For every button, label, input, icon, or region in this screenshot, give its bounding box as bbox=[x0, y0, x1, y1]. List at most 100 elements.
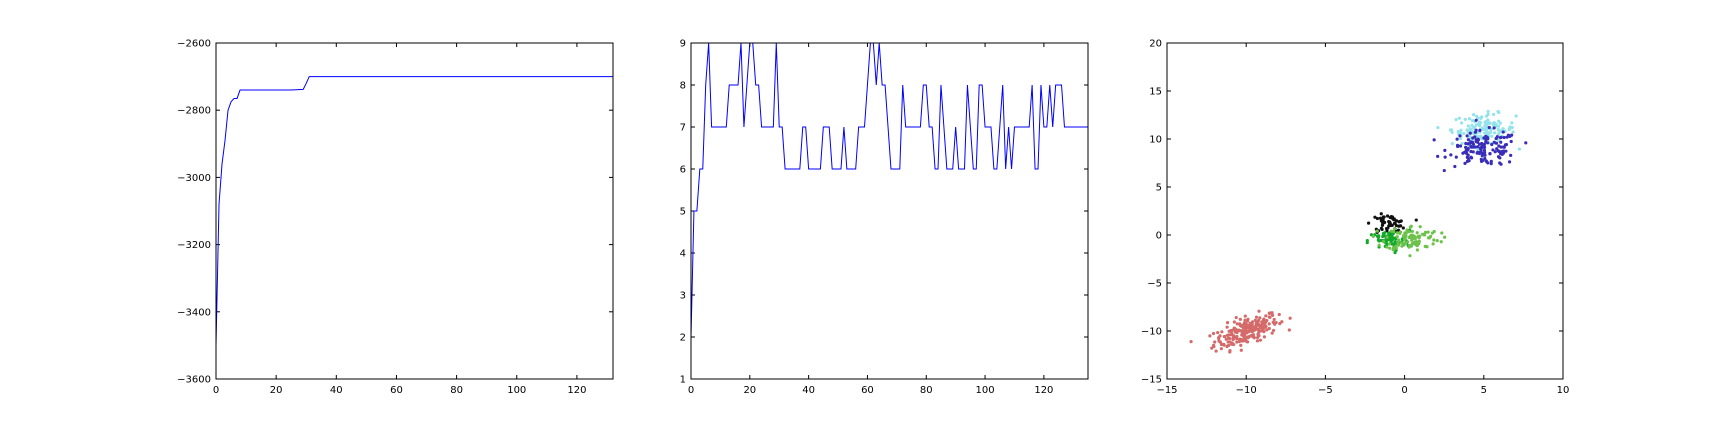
scatter-point bbox=[1217, 336, 1221, 340]
scatter-point bbox=[1242, 335, 1246, 339]
scatter-point bbox=[1460, 141, 1464, 145]
scatter-point bbox=[1267, 315, 1271, 319]
scatter-point bbox=[1231, 337, 1235, 341]
y-tick-label: −3200 bbox=[177, 240, 211, 251]
scatter-point bbox=[1245, 335, 1249, 339]
scatter-point bbox=[1225, 333, 1229, 337]
y-tick-label: 20 bbox=[1149, 39, 1162, 50]
scatter-point bbox=[1395, 235, 1399, 239]
scatter-point bbox=[1373, 215, 1377, 219]
scatter-point bbox=[1250, 333, 1254, 337]
scatter-point bbox=[1388, 246, 1392, 250]
y-tick-label: −15 bbox=[1141, 375, 1162, 386]
scatter-point bbox=[1458, 134, 1462, 138]
scatter-point bbox=[1482, 142, 1486, 146]
scatter-point bbox=[1245, 319, 1250, 323]
scatter-point bbox=[1235, 322, 1239, 326]
y-tick-label: −3400 bbox=[177, 307, 211, 318]
scatter-point bbox=[1208, 334, 1212, 338]
scatter-point bbox=[1403, 236, 1407, 240]
scatter-point bbox=[1479, 142, 1484, 146]
scatter-point bbox=[1272, 328, 1276, 333]
scatter-point bbox=[1443, 148, 1447, 152]
scatter-point bbox=[1460, 121, 1464, 125]
scatter-point bbox=[1416, 234, 1420, 238]
scatter-point bbox=[1431, 242, 1435, 246]
scatter-point bbox=[1288, 316, 1292, 320]
scatter-point bbox=[1484, 119, 1488, 124]
scatter-point bbox=[1241, 324, 1246, 328]
scatter-point bbox=[1436, 125, 1440, 130]
scatter-point bbox=[1385, 235, 1389, 239]
scatter-point bbox=[1398, 231, 1402, 235]
scatter-point bbox=[1264, 320, 1268, 324]
scatter-point bbox=[1365, 241, 1369, 245]
scatter-point bbox=[1392, 218, 1396, 222]
scatter-point bbox=[1258, 338, 1263, 342]
scatter-point bbox=[1495, 147, 1499, 151]
scatter-point bbox=[1375, 216, 1380, 221]
scatter-point bbox=[1227, 336, 1232, 341]
scatter-point bbox=[1471, 136, 1475, 140]
scatter-point bbox=[1210, 346, 1214, 350]
scatter-point bbox=[1251, 326, 1255, 330]
scatter-point bbox=[1449, 153, 1453, 157]
scatter-point bbox=[1509, 153, 1513, 157]
scatter-point bbox=[1377, 243, 1381, 247]
scatter-point bbox=[1450, 130, 1454, 134]
scatter-point bbox=[1492, 131, 1497, 135]
scatter-point bbox=[1389, 239, 1393, 244]
scatter-point bbox=[1371, 234, 1375, 239]
scatter-point bbox=[1394, 246, 1398, 250]
scatter-point bbox=[1234, 315, 1238, 320]
scatter-point bbox=[1489, 159, 1493, 163]
scatter-point bbox=[1287, 328, 1291, 332]
scatter-point bbox=[1457, 116, 1461, 120]
subplot-3-cluster-scatter: −15 −10 −5 0 5 10 −15 −10 −5 0 5 10 15 20 bbox=[1141, 39, 1569, 397]
subplot-2-step-curve: 0 20 40 60 80 100 120 1 2 3 4 5 6 7 8 9 bbox=[680, 39, 1089, 396]
axes-frame bbox=[690, 42, 1089, 380]
scatter-point bbox=[1381, 234, 1385, 239]
scatter-point bbox=[1408, 254, 1412, 258]
scatter-point bbox=[1415, 231, 1419, 235]
scatter-point bbox=[1469, 149, 1473, 154]
scatter-point bbox=[1399, 241, 1404, 245]
y-tick-label: 10 bbox=[1149, 135, 1162, 146]
scatter-point bbox=[1453, 164, 1457, 169]
scatter-point bbox=[1410, 233, 1414, 237]
scatter-point bbox=[1213, 340, 1217, 344]
scatter-point bbox=[1409, 224, 1413, 228]
scatter-point bbox=[1499, 145, 1503, 149]
scatter-point bbox=[1405, 240, 1410, 244]
scatter-point bbox=[1439, 240, 1443, 244]
y-tick-label: −3000 bbox=[177, 173, 211, 184]
scatter-point bbox=[1238, 323, 1242, 328]
scatter-point bbox=[1250, 320, 1255, 324]
scatter-point bbox=[1257, 309, 1261, 313]
scatter-point bbox=[1216, 330, 1220, 335]
scatter-point bbox=[1467, 117, 1472, 121]
scatter-point bbox=[1376, 238, 1380, 242]
scatter-point bbox=[1470, 118, 1475, 123]
y-tick-label: −10 bbox=[1141, 327, 1162, 338]
y-tick-label: −2800 bbox=[177, 106, 211, 117]
x-tick-label: −15 bbox=[1156, 385, 1177, 396]
scatter-point bbox=[1517, 147, 1522, 151]
scatter-point bbox=[1492, 140, 1496, 144]
scatter-point bbox=[1488, 152, 1492, 156]
scatter-point bbox=[1366, 221, 1371, 225]
scatter-point bbox=[1217, 339, 1221, 343]
x-tick-label: 5 bbox=[1481, 385, 1487, 396]
scatter-point bbox=[1256, 318, 1261, 323]
x-tick-label: 80 bbox=[450, 385, 463, 396]
scatter-point bbox=[1385, 229, 1389, 233]
scatter-point bbox=[1414, 218, 1418, 222]
scatter-point bbox=[1464, 141, 1468, 146]
scatter-point bbox=[1242, 321, 1247, 325]
scatter-point bbox=[1410, 229, 1414, 233]
scatter-point bbox=[1505, 135, 1509, 139]
scatter-point bbox=[1235, 340, 1239, 344]
scatter-point bbox=[1228, 329, 1232, 333]
scatter-point bbox=[1392, 227, 1397, 231]
scatter-point bbox=[1381, 232, 1385, 236]
